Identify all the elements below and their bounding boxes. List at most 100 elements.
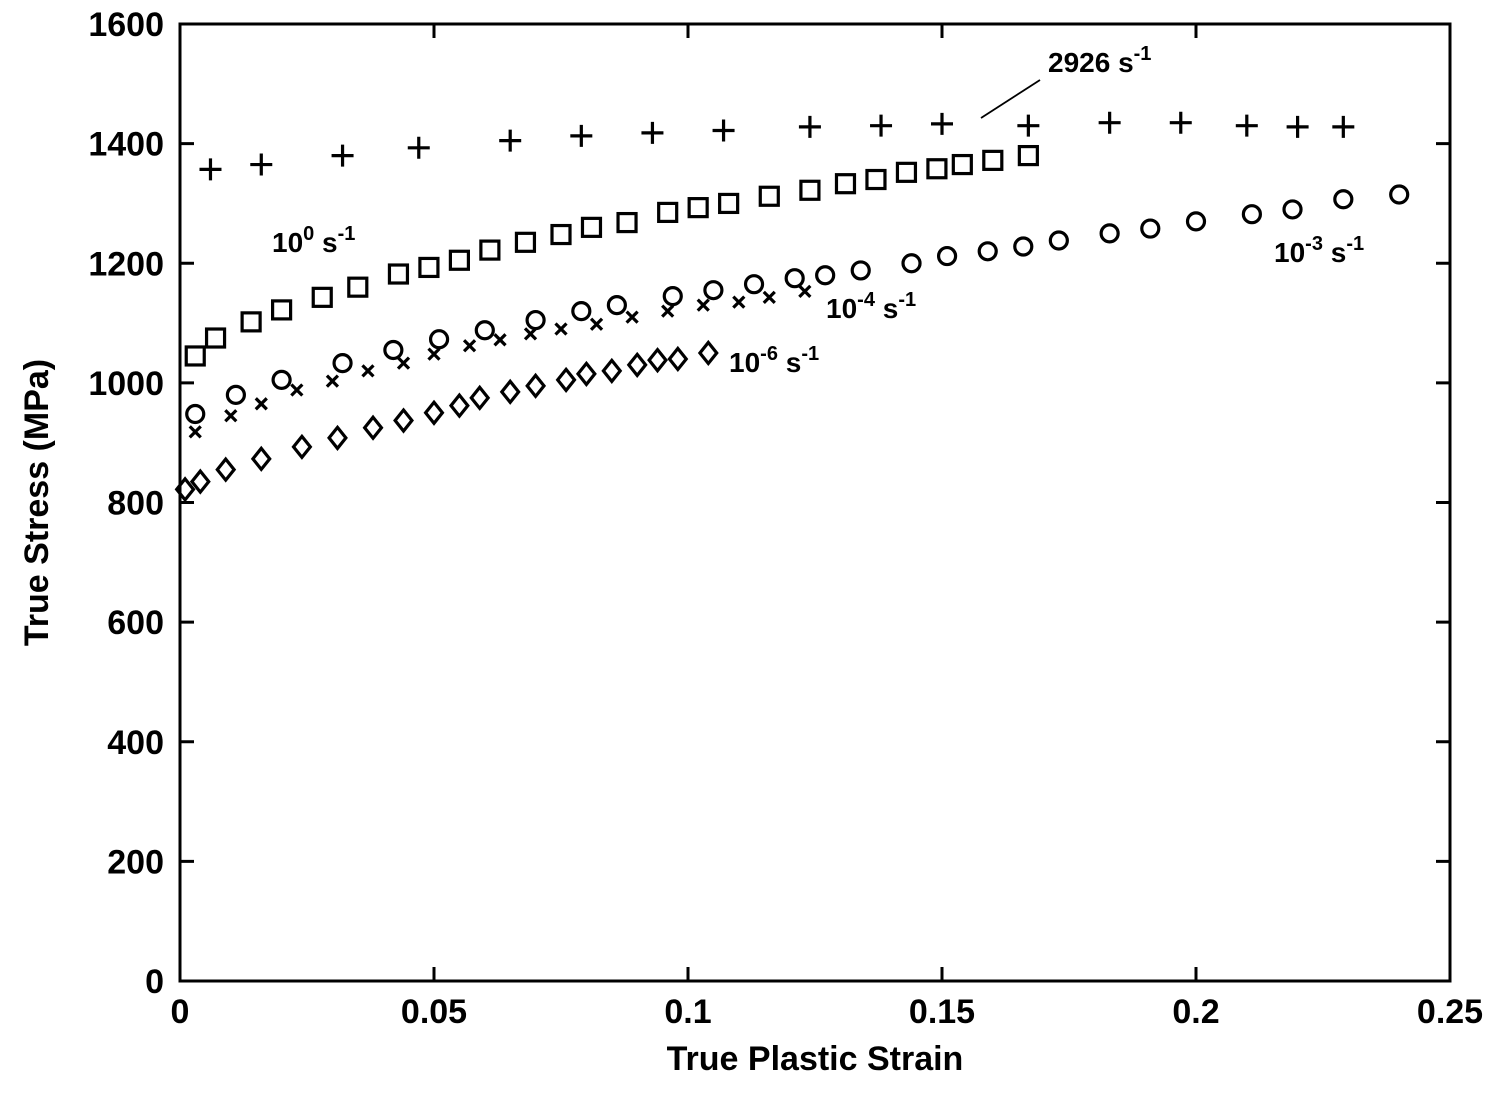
data-point-square bbox=[758, 185, 780, 207]
data-point-diamond bbox=[626, 351, 648, 378]
data-point-circle bbox=[703, 280, 724, 301]
data-point-circle bbox=[1185, 211, 1207, 232]
data-point-plus bbox=[798, 115, 821, 138]
series-annotations: 2926 s-1 100 s-1 10-3 s-1 10-4 s-110-6 s-1 bbox=[272, 43, 1364, 378]
plot-frame bbox=[178, 22, 1452, 983]
data-point-x bbox=[427, 347, 441, 361]
data-point-diamond bbox=[647, 347, 668, 374]
y-tick-label: 800 bbox=[107, 485, 164, 523]
series-annotation-label: 10-3 s-1 bbox=[1274, 233, 1364, 268]
data-point-diamond bbox=[423, 399, 445, 426]
data-point-circle bbox=[571, 301, 592, 322]
data-point-circle bbox=[977, 241, 998, 262]
data-point-square bbox=[550, 223, 572, 246]
data-point-diamond bbox=[525, 372, 547, 399]
x-tick-label: 0.15 bbox=[909, 993, 975, 1031]
data-markers bbox=[174, 111, 1410, 503]
x-tick-label: 0 bbox=[171, 993, 190, 1031]
data-point-x bbox=[625, 310, 639, 324]
data-point-circle bbox=[1099, 223, 1120, 244]
x-tick-label: 0.25 bbox=[1417, 993, 1483, 1031]
x-axis-title: True Plastic Strain bbox=[667, 1040, 964, 1078]
data-point-square bbox=[479, 239, 501, 261]
data-point-circle bbox=[662, 286, 683, 307]
data-point-diamond bbox=[448, 392, 470, 419]
data-point-diamond bbox=[697, 339, 719, 367]
data-point-diamond bbox=[499, 378, 521, 405]
series-annotation-label: 100 s-1 bbox=[272, 223, 355, 258]
data-point-plus bbox=[407, 136, 430, 159]
series-annotation-label: 10-6 s-1 bbox=[729, 343, 819, 378]
data-point-circle bbox=[1013, 236, 1034, 257]
data-point-x bbox=[589, 317, 604, 331]
data-point-circle bbox=[271, 369, 292, 390]
data-point-plus bbox=[931, 112, 953, 135]
data-point-diamond bbox=[555, 366, 577, 393]
data-point-diamond bbox=[667, 345, 689, 373]
data-point-circle bbox=[1048, 230, 1069, 251]
data-point-circle bbox=[1140, 218, 1161, 239]
data-point-diamond bbox=[189, 468, 211, 495]
data-point-diamond bbox=[393, 407, 414, 434]
data-point-circle bbox=[936, 245, 958, 267]
y-tick-label: 0 bbox=[145, 963, 164, 1001]
y-axis-title: True Stress (MPa) bbox=[18, 359, 56, 646]
data-point-square bbox=[184, 345, 206, 367]
data-point-square bbox=[448, 249, 470, 271]
data-point-circle bbox=[525, 309, 546, 331]
data-point-square bbox=[204, 327, 227, 349]
data-point-square bbox=[514, 231, 537, 253]
data-point-plus bbox=[1098, 111, 1121, 134]
data-point-square bbox=[926, 158, 948, 180]
data-point-diamond bbox=[362, 414, 384, 441]
data-point-plus bbox=[250, 153, 273, 176]
data-point-square bbox=[387, 263, 410, 285]
data-point-square bbox=[271, 299, 293, 321]
data-point-plus bbox=[199, 158, 222, 181]
data-point-circle bbox=[225, 384, 246, 405]
data-point-x bbox=[661, 304, 675, 318]
y-tick-label: 1400 bbox=[88, 126, 164, 164]
data-point-plus bbox=[570, 124, 593, 147]
axis-tick-labels: 0 0.05 0.1 0.15 0.2 0.25 0 200 400 600 800 1000 1200… bbox=[88, 6, 1483, 1031]
data-point-x bbox=[224, 409, 238, 423]
series-annotation-label: 2926 s-1 bbox=[1048, 43, 1151, 78]
data-point-x bbox=[188, 425, 202, 439]
x-tick-label: 0.1 bbox=[664, 993, 711, 1031]
data-point-square bbox=[687, 197, 709, 219]
data-point-plus bbox=[499, 129, 522, 152]
series-annotation-label: 10-4 s-1 bbox=[826, 289, 916, 324]
data-point-square bbox=[718, 192, 740, 215]
data-point-circle bbox=[815, 265, 836, 286]
data-point-square bbox=[834, 173, 857, 195]
data-point-diamond bbox=[575, 360, 597, 387]
y-tick-label: 400 bbox=[107, 724, 164, 762]
data-point-circle bbox=[1333, 189, 1354, 210]
data-point-square bbox=[418, 256, 440, 279]
data-point-plus bbox=[1286, 115, 1309, 138]
data-point-square bbox=[865, 168, 887, 191]
data-point-x bbox=[523, 327, 538, 341]
annotation-pointer-line bbox=[980, 79, 1041, 119]
y-tick-label: 1600 bbox=[88, 6, 164, 44]
y-tick-label: 1200 bbox=[88, 245, 164, 283]
y-tick-label: 200 bbox=[107, 843, 164, 881]
data-point-circle bbox=[850, 260, 871, 281]
data-point-square bbox=[1017, 144, 1039, 167]
x-tick-label: 0.05 bbox=[401, 993, 467, 1031]
data-point-circle bbox=[743, 274, 765, 295]
data-point-square bbox=[895, 161, 918, 183]
data-point-plus bbox=[870, 114, 893, 137]
data-point-circle bbox=[185, 403, 206, 425]
data-point-plus bbox=[1235, 114, 1258, 137]
data-point-plus bbox=[1017, 114, 1040, 137]
data-point-circle bbox=[1241, 204, 1262, 225]
data-point-diamond bbox=[215, 456, 237, 483]
data-point-x bbox=[290, 383, 304, 397]
data-point-x bbox=[325, 374, 340, 388]
data-point-diamond bbox=[327, 424, 348, 451]
data-point-circle bbox=[606, 295, 627, 316]
data-point-x bbox=[696, 298, 710, 312]
data-point-square bbox=[347, 276, 369, 298]
data-point-square bbox=[616, 211, 638, 234]
